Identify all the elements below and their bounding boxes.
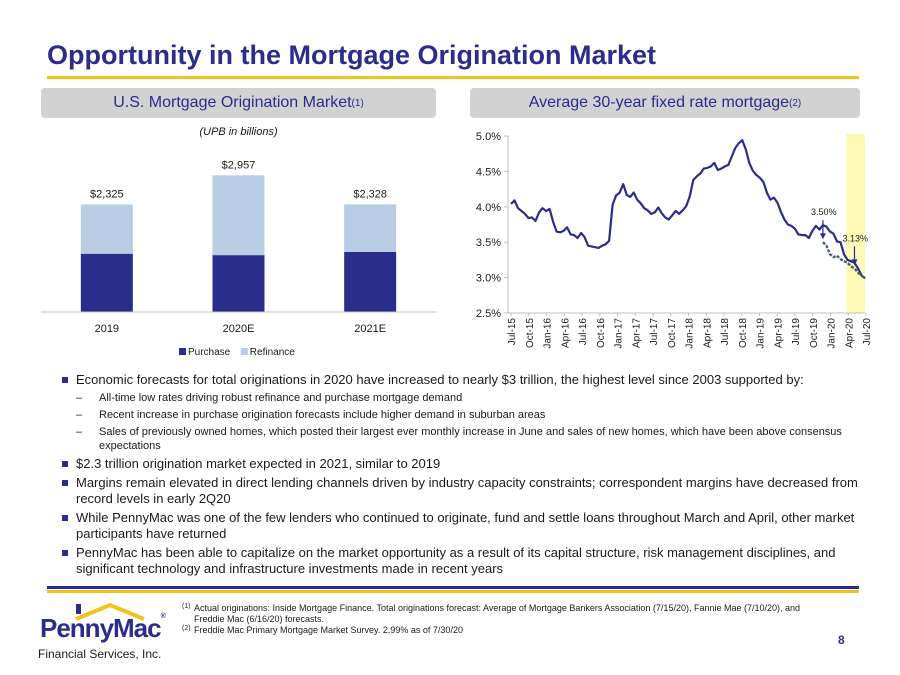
right-panel-header-footnote: (2) (789, 97, 802, 109)
footnote-mark: (1) (182, 603, 191, 610)
left-panel-header-text: U.S. Mortgage Origination Market (113, 94, 352, 111)
annotation-arrowhead-start (819, 233, 826, 240)
bar-total-label: $2,328 (353, 188, 387, 200)
footnote-text: Freddie Mac Primary Mortgage Market Surv… (194, 625, 463, 635)
origination-bar-chart: $2,325 2019 $2,957 2020E $2,328 2021E Purchase… (41, 159, 436, 358)
logo-wordmark: PennyMac® (40, 613, 166, 644)
bar-purchase-2019 (80, 253, 133, 312)
x-tick-label: Jul-18 (720, 318, 731, 346)
x-tick-label: Oct-18 (738, 318, 749, 348)
x-tick-label: Jul-20 (862, 318, 870, 346)
bar-category-label: 2020E (223, 323, 255, 335)
bar-refinance-2020e (212, 175, 265, 256)
y-tick-label: 4.5% (476, 166, 501, 178)
legend-swatch-purchase (179, 348, 186, 355)
bar-total-label: $2,957 (222, 159, 256, 171)
logo-registered-mark: ® (160, 613, 166, 620)
x-tick-label: Oct-17 (667, 318, 678, 348)
page-number: 8 (838, 633, 845, 647)
x-tick-label: Apr-20 (844, 318, 855, 348)
footnote: (2) Freddie Mac Primary Mortgage Market S… (182, 625, 802, 636)
bar-purchase-2021e (344, 251, 397, 312)
pennymac-logo: PennyMac® Financial Services, Inc. (36, 602, 176, 665)
bullet-list: Economic forecasts for total origination… (62, 372, 862, 580)
rate-line (510, 139, 866, 280)
y-tick-label: 3.5% (476, 237, 501, 249)
bullet-item: PennyMac has been able to capitalize on … (62, 545, 862, 577)
footnote-mark: (2) (182, 625, 191, 632)
x-tick-label: Jan-20 (827, 318, 838, 349)
sub-bullet-item: Recent increase in purchase origination … (62, 408, 862, 422)
annotation-arrowhead-latest (851, 259, 858, 266)
right-panel-header: Average 30-year fixed rate mortgage (2) (470, 88, 860, 118)
footnote: (1) Actual originations: Inside Mortgage … (182, 603, 802, 625)
y-tick-label: 5.0% (476, 131, 501, 143)
bullet-item: While PennyMac was one of the few lender… (62, 510, 862, 542)
page-title: Opportunity in the Mortgage Origination … (47, 40, 657, 70)
bar-category-label: 2019 (95, 323, 119, 335)
footnote-text: Actual originations: Inside Mortgage Fin… (194, 603, 801, 624)
left-panel-header: U.S. Mortgage Origination Market (1) (41, 88, 436, 118)
annotation-label-start: 3.50% (811, 207, 837, 217)
x-tick-label: Jul-17 (649, 318, 660, 346)
bar-refinance-2021e (344, 204, 397, 252)
x-tick-label: Apr-16 (560, 318, 571, 348)
bullet-item: $2.3 trillion origination market expecte… (62, 456, 862, 472)
x-tick-label: Oct-16 (596, 318, 607, 348)
highlight-band (846, 134, 865, 313)
x-tick-label: Jul-16 (578, 318, 589, 346)
y-tick-label: 3.0% (476, 273, 501, 285)
y-tick-label: 4.0% (476, 202, 501, 214)
legend-swatch-refinance (240, 348, 248, 355)
logo-name: PennyMac (40, 613, 162, 643)
annotation-label-latest: 3.13% (842, 233, 868, 243)
y-tick-label: 2.5% (476, 308, 501, 320)
rate-line-highlight (822, 241, 866, 280)
bar-category-label: 2021E (354, 323, 386, 335)
footnotes: (1) Actual originations: Inside Mortgage … (182, 603, 802, 636)
x-tick-label: Jul-19 (791, 318, 802, 346)
x-tick-label: Apr-18 (702, 318, 713, 348)
legend-label-refinance: Refinance (250, 347, 295, 358)
left-panel-header-footnote: (1) (351, 97, 364, 109)
legend-label-purchase: Purchase (188, 347, 231, 358)
x-tick-label: Oct-15 (525, 318, 536, 348)
bar-total-label: $2,325 (90, 189, 124, 201)
x-tick-label: Jan-17 (614, 318, 625, 349)
bullet-item: Economic forecasts for total origination… (62, 372, 862, 388)
bar-chart-subcaption: (UPB in billions) (199, 126, 278, 138)
mortgage-rate-line-chart: 2.5% 3.0% 3.5% 4.0% 4.5% 5.0% Jul-15 Oct-15 Jan-… (476, 131, 870, 349)
title-divider (47, 76, 859, 79)
sub-bullet-item: All-time low rates driving robust refina… (62, 391, 862, 405)
logo-subtitle: Financial Services, Inc. (38, 647, 162, 661)
x-tick-label: Apr-17 (631, 318, 642, 348)
x-tick-label: Jan-18 (685, 318, 696, 349)
bullet-item: Margins remain elevated in direct lendin… (62, 475, 862, 507)
x-tick-label: Jan-16 (543, 318, 554, 349)
logo-roof-icon (75, 602, 145, 621)
footer-divider-gold (47, 590, 859, 593)
bar-purchase-2020e (212, 255, 265, 312)
footer-divider-blue (47, 586, 859, 589)
right-panel-header-text: Average 30-year fixed rate mortgage (528, 94, 790, 111)
sub-bullet-item: Sales of previously owned homes, which p… (62, 425, 862, 453)
bar-refinance-2019 (80, 204, 133, 254)
x-tick-label: Jul-15 (507, 318, 518, 346)
x-tick-label: Oct-19 (809, 318, 820, 348)
x-tick-label: Apr-19 (773, 318, 784, 348)
x-tick-label: Jan-19 (756, 318, 767, 349)
